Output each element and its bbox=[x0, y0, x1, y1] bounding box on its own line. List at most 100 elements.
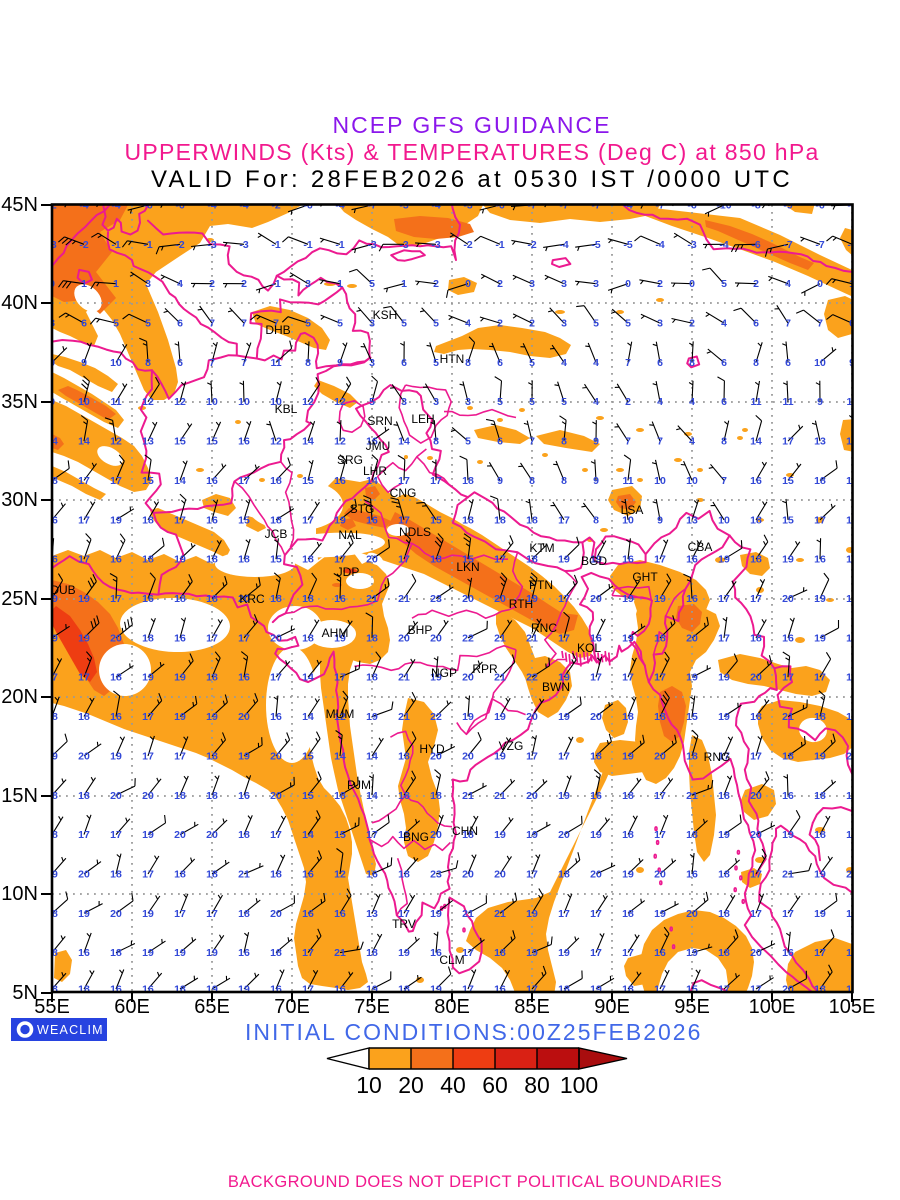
svg-text:17: 17 bbox=[558, 593, 570, 605]
svg-text:18: 18 bbox=[622, 984, 634, 996]
svg-text:17: 17 bbox=[654, 672, 666, 684]
svg-text:-4: -4 bbox=[559, 239, 568, 251]
svg-text:PTN: PTN bbox=[529, 578, 553, 592]
svg-text:17: 17 bbox=[814, 672, 826, 684]
svg-text:19: 19 bbox=[78, 593, 90, 605]
svg-text:AHM: AHM bbox=[322, 626, 349, 640]
svg-text:16: 16 bbox=[270, 984, 282, 996]
svg-text:16: 16 bbox=[302, 908, 314, 920]
svg-text:17: 17 bbox=[462, 984, 474, 996]
svg-text:-3: -3 bbox=[47, 239, 56, 251]
svg-text:21: 21 bbox=[494, 908, 506, 920]
svg-text:17: 17 bbox=[750, 593, 762, 605]
svg-text:17: 17 bbox=[750, 750, 762, 762]
svg-text:21: 21 bbox=[462, 908, 474, 920]
svg-text:11: 11 bbox=[110, 396, 121, 408]
svg-text:8: 8 bbox=[753, 357, 759, 369]
svg-text:19: 19 bbox=[718, 711, 730, 723]
svg-text:18: 18 bbox=[270, 475, 282, 487]
svg-text:-7: -7 bbox=[527, 200, 536, 212]
svg-text:17: 17 bbox=[78, 829, 90, 841]
svg-text:19: 19 bbox=[622, 632, 634, 644]
svg-text:RNG: RNG bbox=[704, 750, 731, 764]
svg-text:20: 20 bbox=[238, 593, 250, 605]
svg-text:13: 13 bbox=[366, 908, 378, 920]
svg-text:19: 19 bbox=[430, 984, 442, 996]
svg-text:45N: 45N bbox=[1, 194, 38, 216]
svg-text:19: 19 bbox=[174, 554, 186, 566]
svg-text:18: 18 bbox=[302, 554, 314, 566]
svg-text:5: 5 bbox=[625, 318, 631, 330]
svg-text:17: 17 bbox=[398, 514, 410, 526]
svg-text:20: 20 bbox=[750, 829, 762, 841]
svg-text:16: 16 bbox=[654, 947, 666, 959]
svg-text:19: 19 bbox=[206, 947, 218, 959]
svg-text:1: 1 bbox=[849, 278, 855, 290]
svg-text:3: 3 bbox=[465, 396, 471, 408]
svg-text:18: 18 bbox=[462, 475, 474, 487]
svg-text:-6: -6 bbox=[847, 239, 856, 251]
svg-text:-3: -3 bbox=[367, 239, 376, 251]
svg-text:14: 14 bbox=[366, 790, 378, 802]
svg-text:CHN: CHN bbox=[452, 824, 478, 838]
svg-text:JCB: JCB bbox=[265, 527, 288, 541]
svg-text:18: 18 bbox=[622, 790, 634, 802]
svg-text:BWN: BWN bbox=[542, 680, 570, 694]
svg-text:5: 5 bbox=[721, 278, 727, 290]
svg-text:18: 18 bbox=[46, 908, 58, 920]
svg-text:6: 6 bbox=[721, 357, 727, 369]
svg-text:20: 20 bbox=[110, 908, 122, 920]
svg-text:16: 16 bbox=[238, 436, 250, 448]
svg-text:5: 5 bbox=[593, 318, 599, 330]
svg-text:6: 6 bbox=[497, 357, 503, 369]
svg-text:WEACLIM: WEACLIM bbox=[37, 1023, 104, 1037]
svg-text:18: 18 bbox=[142, 632, 154, 644]
svg-text:KTM: KTM bbox=[529, 541, 554, 555]
svg-text:2: 2 bbox=[241, 278, 247, 290]
svg-text:19: 19 bbox=[46, 750, 58, 762]
svg-text:17: 17 bbox=[622, 672, 634, 684]
svg-text:19: 19 bbox=[814, 908, 826, 920]
svg-text:12: 12 bbox=[334, 711, 346, 723]
svg-text:-4: -4 bbox=[719, 239, 728, 251]
svg-text:MUM: MUM bbox=[326, 707, 355, 721]
svg-text:18: 18 bbox=[302, 593, 314, 605]
svg-text:18: 18 bbox=[782, 750, 794, 762]
svg-text:7: 7 bbox=[529, 436, 535, 448]
svg-text:14: 14 bbox=[174, 475, 186, 487]
svg-text:15: 15 bbox=[302, 790, 314, 802]
svg-text:20: 20 bbox=[750, 672, 762, 684]
svg-text:0: 0 bbox=[465, 278, 471, 290]
svg-text:18: 18 bbox=[174, 790, 186, 802]
svg-text:19: 19 bbox=[110, 514, 122, 526]
svg-text:INITIAL CONDITIONS:00Z25FEB202: INITIAL CONDITIONS:00Z25FEB2026 bbox=[245, 1019, 702, 1045]
svg-text:18: 18 bbox=[430, 554, 442, 566]
svg-text:19: 19 bbox=[238, 984, 250, 996]
svg-text:20: 20 bbox=[462, 672, 474, 684]
svg-text:19: 19 bbox=[46, 869, 58, 881]
svg-text:LKN: LKN bbox=[456, 560, 479, 574]
svg-text:16: 16 bbox=[334, 593, 346, 605]
svg-text:17: 17 bbox=[142, 750, 154, 762]
svg-text:1: 1 bbox=[81, 278, 87, 290]
svg-text:11: 11 bbox=[782, 396, 793, 408]
svg-text:14: 14 bbox=[366, 475, 378, 487]
svg-text:19: 19 bbox=[814, 869, 826, 881]
svg-text:17: 17 bbox=[206, 908, 218, 920]
svg-text:17: 17 bbox=[526, 869, 538, 881]
svg-text:8: 8 bbox=[593, 514, 599, 526]
svg-text:12: 12 bbox=[110, 436, 122, 448]
svg-text:17: 17 bbox=[846, 554, 858, 566]
svg-text:11: 11 bbox=[750, 396, 761, 408]
svg-text:DHB: DHB bbox=[265, 323, 290, 337]
svg-text:5: 5 bbox=[113, 318, 119, 330]
svg-text:4: 4 bbox=[593, 357, 599, 369]
svg-text:0: 0 bbox=[49, 278, 55, 290]
svg-text:18: 18 bbox=[238, 829, 250, 841]
svg-text:19: 19 bbox=[686, 947, 698, 959]
svg-text:17: 17 bbox=[782, 908, 794, 920]
svg-text:10: 10 bbox=[110, 357, 122, 369]
svg-text:18: 18 bbox=[110, 672, 122, 684]
svg-text:-6: -6 bbox=[687, 200, 696, 212]
svg-text:18: 18 bbox=[718, 790, 730, 802]
